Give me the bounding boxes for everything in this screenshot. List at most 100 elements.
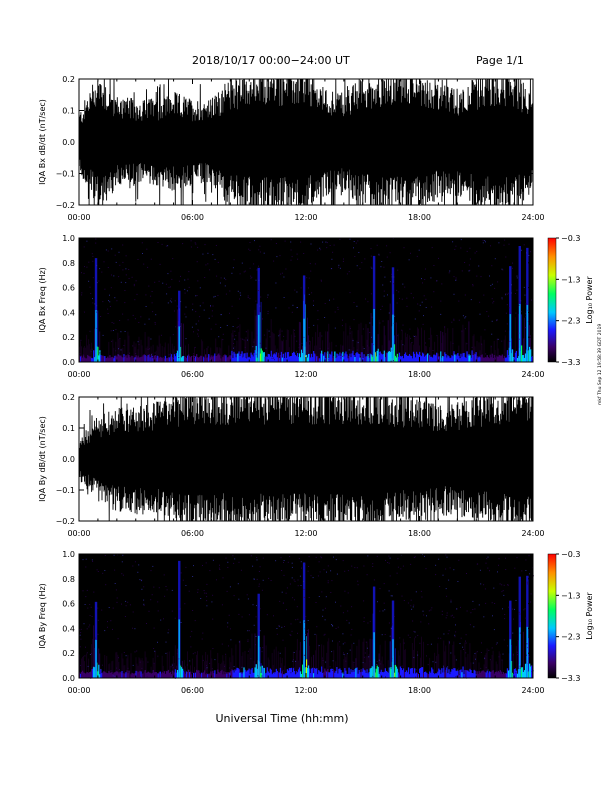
spectrogram-speck	[518, 304, 520, 306]
spectrogram-speck	[297, 258, 299, 260]
spectrogram-cell	[350, 357, 352, 362]
spectrogram-cell	[494, 672, 496, 678]
spectrogram-cell	[466, 351, 468, 362]
spectrogram-speck	[372, 563, 374, 565]
spectrogram-speck	[293, 652, 295, 653]
spectrogram-cell	[254, 667, 256, 678]
spectrogram-speck	[370, 266, 372, 268]
spectrogram-cell	[462, 324, 464, 354]
spectrogram-speck	[460, 356, 462, 358]
spectrogram-speck	[139, 579, 141, 581]
spectrogram-cell	[204, 357, 206, 362]
spectrogram-speck	[122, 313, 124, 315]
spectrogram-speck	[382, 610, 384, 612]
spectrogram-speck	[382, 352, 384, 354]
spectrogram-speck	[247, 650, 249, 652]
spectrogram-cell	[79, 355, 81, 362]
spectrogram-speck	[297, 618, 299, 620]
spectrogram-speck	[367, 301, 369, 303]
spectrogram-cell	[277, 651, 279, 673]
spectrogram-cell	[156, 673, 158, 678]
panel-axes-3	[78, 553, 534, 679]
spectrogram-burst	[95, 639, 97, 678]
spectrogram-speck	[357, 584, 359, 586]
spectrogram-cell	[345, 670, 347, 678]
spectrogram-cell	[189, 672, 191, 678]
spectrogram-speck	[132, 627, 133, 629]
spectrogram-cell	[146, 346, 148, 357]
spectrogram-cell	[359, 357, 361, 362]
spectrogram-speck	[152, 565, 154, 567]
spectrogram-speck	[425, 268, 426, 270]
spectrogram-speck	[217, 295, 219, 296]
spectrogram-cell	[81, 658, 82, 672]
spectrogram-cell	[333, 670, 335, 678]
spectrogram-speck	[530, 251, 531, 253]
spectrogram-speck	[124, 331, 126, 332]
spectrogram-cell	[398, 674, 401, 678]
spectrogram-speck	[209, 358, 211, 360]
spectrogram-speck	[168, 629, 170, 631]
spectrogram-cell	[495, 355, 497, 362]
spectrogram-speck	[186, 290, 188, 292]
spectrogram-speck	[297, 585, 299, 587]
spectrogram-speck	[184, 292, 186, 294]
spectrogram-cell	[141, 658, 143, 674]
spectrogram-cell	[91, 644, 93, 669]
spectrogram-cell	[118, 339, 120, 356]
spectrogram-cell	[417, 353, 419, 362]
spectrogram-speck	[115, 350, 117, 352]
spectrogram-cell	[523, 357, 526, 362]
spectrogram-cell	[459, 670, 461, 678]
spectrogram-speck	[103, 261, 105, 263]
spectrogram-cell	[165, 358, 168, 362]
spectrogram-speck	[333, 298, 335, 300]
spectrogram-cell	[212, 670, 214, 678]
spectrogram-cell	[141, 673, 143, 678]
spectrogram-speck	[422, 610, 424, 612]
spectrogram-cell	[217, 347, 219, 355]
series-line-2	[79, 397, 533, 521]
spectrogram-speck	[507, 584, 509, 586]
spectrogram-speck	[309, 340, 311, 342]
spectrogram-speck	[127, 319, 129, 321]
spectrogram-speck	[92, 298, 93, 300]
spectrogram-cell	[268, 354, 270, 362]
spectrogram-speck	[448, 579, 450, 581]
spectrogram-speck	[348, 271, 350, 273]
spectrogram-speck	[79, 646, 81, 648]
x-tick-label: 24:00	[521, 529, 544, 538]
spectrogram-cell	[204, 670, 206, 678]
spectrogram-speck	[406, 305, 408, 307]
spectrogram-speck	[502, 608, 503, 610]
spectrogram-speck	[297, 579, 299, 581]
spectrogram-speck	[129, 352, 131, 354]
spectrogram-speck	[221, 643, 223, 645]
spectrogram-speck	[480, 667, 482, 669]
spectrogram-cell	[431, 334, 433, 357]
spectrogram-cell	[321, 350, 323, 362]
spectrogram-cell	[515, 670, 518, 678]
spectrogram-speck	[410, 563, 412, 565]
spectrogram-cell	[140, 671, 142, 678]
spectrogram-speck	[153, 586, 155, 588]
spectrogram-cell	[320, 353, 322, 362]
spectrogram-speck	[351, 628, 353, 630]
spectrogram-cell	[253, 660, 255, 673]
spectrogram-cell	[263, 667, 265, 678]
spectrogram-cell	[270, 669, 272, 678]
spectrogram-speck	[390, 327, 392, 329]
spectrogram-cell	[316, 356, 318, 362]
spectrogram-speck	[525, 617, 527, 619]
spectrogram-speck	[332, 251, 334, 253]
spectrogram-speck	[267, 310, 269, 312]
spectrogram-speck	[227, 567, 229, 568]
spectrogram-speck	[242, 356, 244, 358]
spectrogram-cell	[499, 355, 501, 362]
spectrogram-cell	[396, 668, 399, 678]
spectrogram-cell	[458, 355, 460, 362]
spectrogram-cell	[259, 312, 261, 354]
spectrogram-speck	[353, 662, 355, 664]
spectrogram-speck	[365, 298, 366, 300]
spectrogram-speck	[203, 309, 205, 311]
